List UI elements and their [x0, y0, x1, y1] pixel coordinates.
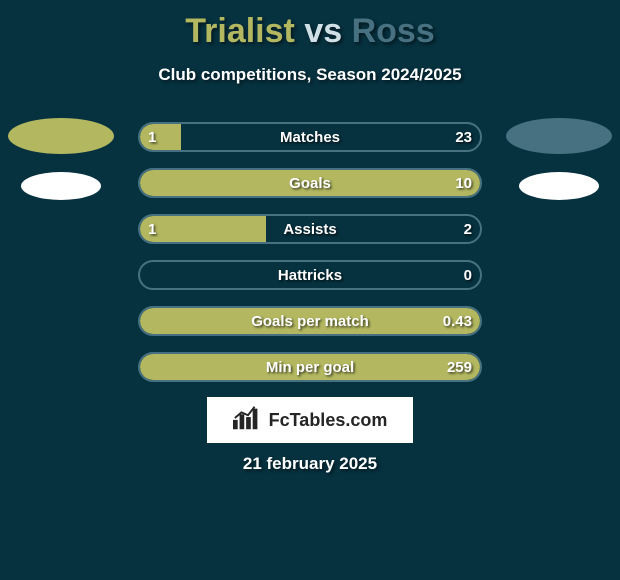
- player2-avatar-column: [504, 118, 614, 218]
- comparison-title: Trialist vs Ross: [0, 0, 620, 51]
- stat-bar-track: [138, 214, 482, 244]
- subtitle: Club competitions, Season 2024/2025: [0, 65, 620, 85]
- stat-bar-row: Min per goal259: [138, 352, 482, 382]
- watermark-text: FcTables.com: [269, 410, 388, 431]
- player1-club-placeholder: [21, 172, 101, 200]
- player2-name: Ross: [352, 12, 435, 50]
- bars-icon: [233, 406, 263, 435]
- stat-bar-fill: [140, 308, 480, 334]
- stat-bar-track: [138, 306, 482, 336]
- stat-bar-fill: [140, 354, 480, 380]
- watermark-badge: FcTables.com: [207, 397, 413, 443]
- player2-club-placeholder: [519, 172, 599, 200]
- stat-bar-fill: [140, 216, 266, 242]
- stat-bar-track: [138, 352, 482, 382]
- stat-bar-row: Assists12: [138, 214, 482, 244]
- player1-name: Trialist: [185, 12, 295, 50]
- stat-bar-track: [138, 168, 482, 198]
- stat-bar-row: Hattricks0: [138, 260, 482, 290]
- stat-bar-row: Matches123: [138, 122, 482, 152]
- stat-bar-track: [138, 260, 482, 290]
- stat-bars-container: Matches123 Goals10 Assists12 Hattricks0 Goal…: [138, 122, 482, 398]
- player1-avatar-placeholder: [8, 118, 114, 154]
- stat-bar-row: Goals10: [138, 168, 482, 198]
- vs-text: vs: [304, 12, 342, 50]
- stat-bar-fill: [140, 124, 181, 150]
- stat-bar-fill: [140, 170, 480, 196]
- snapshot-date: 21 february 2025: [0, 454, 620, 474]
- player2-avatar-placeholder: [506, 118, 612, 154]
- stat-bar-track: [138, 122, 482, 152]
- player1-avatar-column: [6, 118, 116, 218]
- stat-bar-row: Goals per match0.43: [138, 306, 482, 336]
